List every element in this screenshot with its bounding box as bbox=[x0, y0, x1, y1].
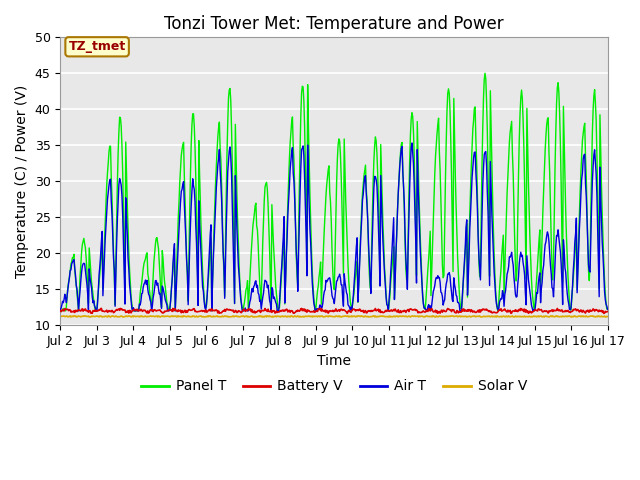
Panel T bbox=[401, 240, 409, 246]
Battery V bbox=[208, 306, 216, 312]
Battery V bbox=[124, 309, 131, 315]
Solar V bbox=[123, 313, 131, 319]
X-axis label: Time: Time bbox=[317, 354, 351, 368]
Line: Air T: Air T bbox=[60, 143, 607, 311]
Air T bbox=[124, 231, 131, 237]
Battery V bbox=[418, 310, 426, 315]
Air T bbox=[401, 232, 409, 238]
Solar V bbox=[67, 313, 74, 319]
Panel T bbox=[208, 308, 216, 314]
Panel T bbox=[179, 142, 187, 148]
Solar V bbox=[604, 313, 611, 319]
Line: Battery V: Battery V bbox=[60, 308, 607, 313]
Air T bbox=[408, 140, 416, 146]
Battery V bbox=[179, 309, 187, 315]
Legend: Panel T, Battery V, Air T, Solar V: Panel T, Battery V, Air T, Solar V bbox=[135, 374, 532, 399]
Y-axis label: Temperature (C) / Power (V): Temperature (C) / Power (V) bbox=[15, 84, 29, 278]
Air T bbox=[418, 276, 426, 282]
Air T bbox=[75, 308, 83, 314]
Air T bbox=[67, 268, 74, 274]
Panel T bbox=[481, 71, 489, 76]
Panel T bbox=[58, 308, 66, 314]
Battery V bbox=[56, 308, 64, 314]
Solar V bbox=[505, 313, 513, 319]
Air T bbox=[604, 307, 611, 312]
Line: Panel T: Panel T bbox=[60, 73, 607, 311]
Air T bbox=[56, 306, 64, 312]
Solar V bbox=[200, 314, 208, 320]
Panel T bbox=[604, 306, 611, 312]
Solar V bbox=[208, 314, 216, 320]
Battery V bbox=[604, 309, 611, 314]
Battery V bbox=[67, 307, 74, 313]
Panel T bbox=[56, 308, 64, 313]
Solar V bbox=[178, 313, 186, 319]
Air T bbox=[179, 181, 187, 187]
Panel T bbox=[124, 201, 131, 206]
Solar V bbox=[417, 313, 425, 319]
Panel T bbox=[67, 262, 75, 267]
Battery V bbox=[402, 310, 410, 315]
Panel T bbox=[417, 256, 425, 262]
Title: Tonzi Tower Met: Temperature and Power: Tonzi Tower Met: Temperature and Power bbox=[164, 15, 504, 33]
Solar V bbox=[56, 314, 64, 320]
Text: TZ_tmet: TZ_tmet bbox=[68, 40, 125, 53]
Air T bbox=[208, 308, 216, 314]
Solar V bbox=[401, 314, 409, 320]
Battery V bbox=[97, 305, 105, 311]
Line: Solar V: Solar V bbox=[60, 316, 607, 317]
Battery V bbox=[344, 311, 351, 316]
